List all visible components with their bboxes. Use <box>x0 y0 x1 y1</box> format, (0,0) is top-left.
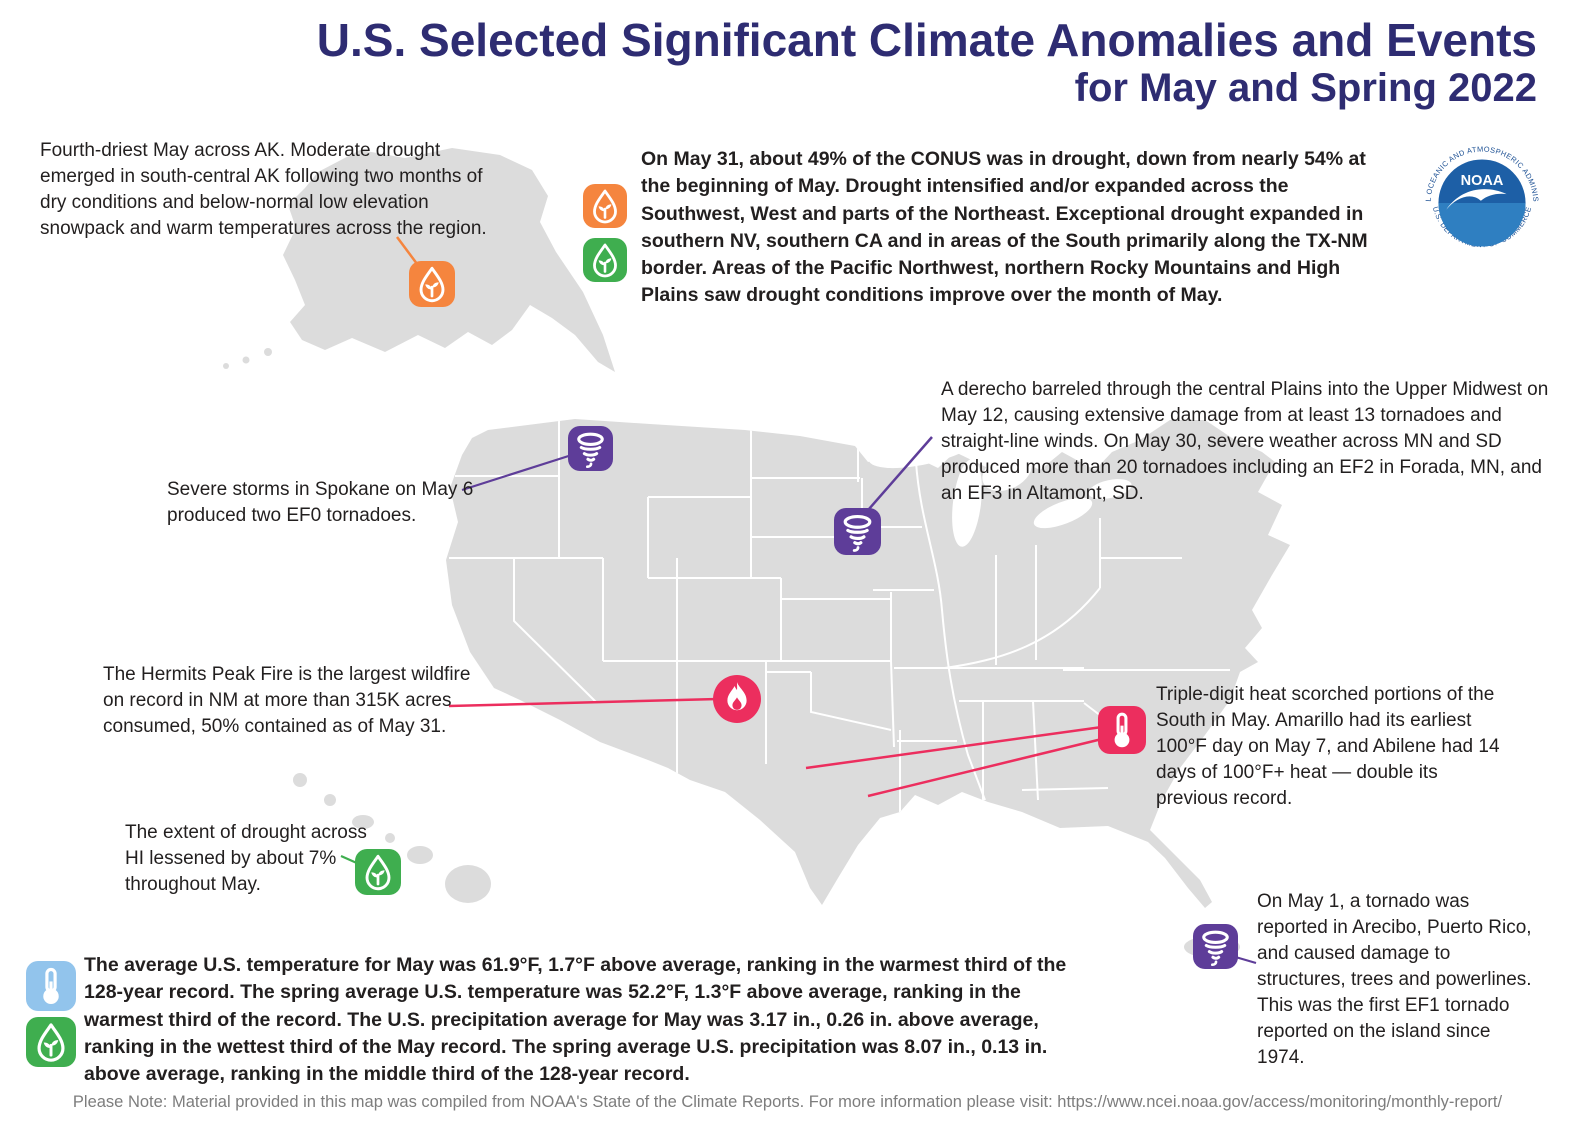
callout-spokane-storms: Severe storms in Spokane on May 6 produc… <box>167 479 474 527</box>
noaa-logo: NATIONAL OCEANIC AND ATMOSPHERIC ADMINIS… <box>1415 136 1549 270</box>
connector-heat-abilene <box>867 737 1103 798</box>
temperature-icon-summary <box>26 961 76 1011</box>
page-title: U.S. Selected Significant Climate Anomal… <box>317 14 1537 112</box>
drought-improvement-icon-hawaii <box>355 849 401 895</box>
noaa-seagull-icon <box>1446 189 1507 210</box>
noaa-wordmark: NOAA <box>1461 173 1504 189</box>
tornado-icon-spokane <box>568 426 613 471</box>
tornado-icon-puerto-rico <box>1193 924 1238 969</box>
page-title-line1: U.S. Selected Significant Climate Anomal… <box>316 14 1537 66</box>
drought-icon-conus <box>583 184 627 228</box>
callout-national-summary: The average U.S. temperature for May was… <box>84 954 1067 1086</box>
connector-heat-amarillo <box>805 725 1103 770</box>
callout-derecho: A derecho barreled through the central P… <box>941 379 1549 505</box>
fire-icon-hermits-peak <box>713 675 761 723</box>
callout-alaska-drought: Fourth-driest May across AK. Moderate dr… <box>40 140 487 240</box>
callout-southern-heat: Triple-digit heat scorched portions of t… <box>1156 684 1500 810</box>
callout-hawaii-drought: The extent of drought across HI lessened… <box>125 822 367 896</box>
great-lakes <box>868 425 1132 547</box>
callout-conus-drought: On May 31, about 49% of the CONUS was in… <box>641 148 1368 307</box>
connector-spokane <box>461 451 579 492</box>
footer-note: Please Note: Material provided in this m… <box>72 1093 1503 1111</box>
heat-icon-south <box>1098 706 1146 754</box>
connector-derecho <box>861 436 933 518</box>
connector-hermits-peak <box>448 697 719 708</box>
drought-icon-alaska <box>409 261 455 307</box>
page-title-line2: for May and Spring 2022 <box>1074 66 1537 111</box>
state-borders <box>449 419 1230 812</box>
tornado-icon-derecho <box>834 508 881 555</box>
landmass-shapes <box>223 148 1290 958</box>
drought-improvement-icon-conus <box>583 238 627 282</box>
callout-hermits-peak-fire: The Hermits Peak Fire is the largest wil… <box>103 664 471 738</box>
connector-lines <box>340 236 1257 965</box>
callout-puerto-rico-tornado: On May 1, a tornado was reported in Arec… <box>1257 891 1532 1069</box>
precipitation-icon-summary <box>26 1017 76 1067</box>
